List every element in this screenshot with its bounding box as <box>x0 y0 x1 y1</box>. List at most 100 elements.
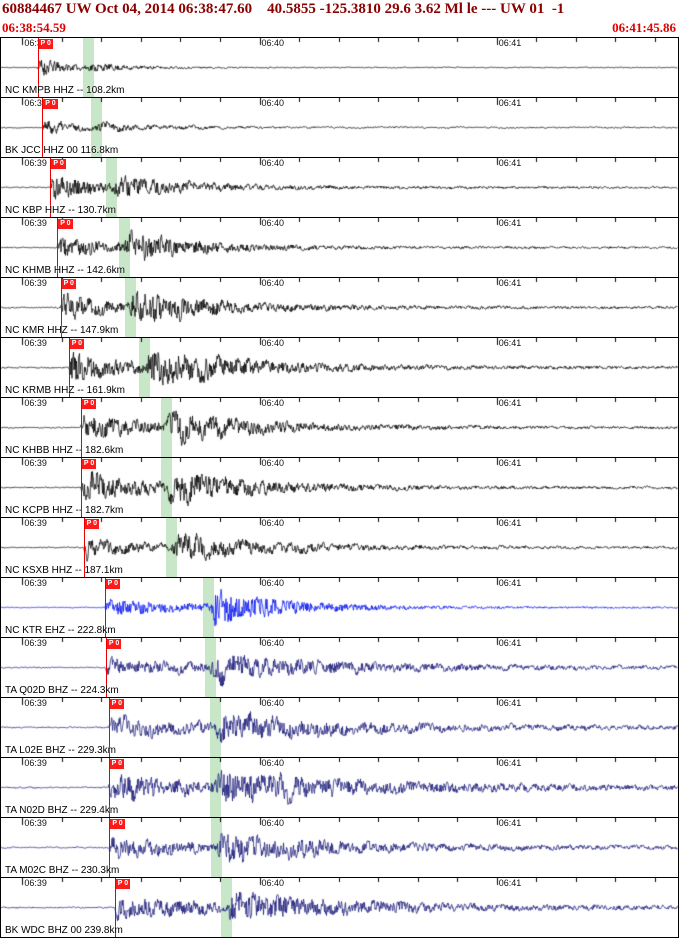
station-label: BK JCC HHZ 00 116.8km <box>5 145 119 156</box>
time-tick-label: 06:39 <box>24 698 47 708</box>
window-time-row: 06:38:54.59 06:41:45.86 <box>0 20 679 37</box>
time-tick-label: 06:39 <box>24 818 47 828</box>
time-tick-label: 06:39 <box>24 518 47 528</box>
p-pick-flag[interactable]: P 0 <box>69 339 85 349</box>
trace-panel: 06:39 06:40 06:41 P 0 NC KTR EHZ -- 222.8km <box>0 578 679 638</box>
trace-panel: 06:39 06:40 06:41 P 0 TA Q02D BHZ -- 224.3km <box>0 638 679 698</box>
p-pick-flag[interactable]: P 0 <box>58 219 73 229</box>
time-tick-label: 06:40 <box>261 758 285 768</box>
time-tick-label: 06:41 <box>498 758 522 768</box>
station-label: TA Q02D BHZ -- 224.3km <box>5 685 119 696</box>
p-pick-line[interactable] <box>105 638 107 697</box>
time-tick-label: 06:40 <box>261 578 285 588</box>
p-pick-flag[interactable]: P 0 <box>105 579 120 589</box>
p-pick-line[interactable] <box>57 218 59 277</box>
waveform-canvas[interactable] <box>1 278 678 337</box>
time-tick-label: 06:41 <box>498 578 522 588</box>
time-tick-label: 06:39 <box>24 638 47 648</box>
station-label: NC KBP HHZ -- 130.7km <box>5 205 116 216</box>
p-pick-line[interactable] <box>50 158 52 217</box>
waveform-canvas[interactable] <box>1 878 678 937</box>
p-pick-flag[interactable]: P 0 <box>110 819 125 829</box>
p-pick-flag[interactable]: P 0 <box>81 459 97 469</box>
station-label: NC KMPB HHZ -- 108.2km <box>5 85 125 96</box>
event-header: 60884467 UW Oct 04, 2014 06:38:47.60 40.… <box>0 0 679 37</box>
event-summary: 60884467 UW Oct 04, 2014 06:38:47.60 40.… <box>2 1 565 17</box>
p-pick-flag[interactable]: P 0 <box>106 639 122 649</box>
p-pick-line[interactable] <box>114 878 116 937</box>
waveform-canvas[interactable] <box>1 458 678 517</box>
p-pick-flag[interactable]: P 0 <box>115 879 131 889</box>
time-tick-label: 06:41 <box>498 818 522 828</box>
p-pick-line[interactable] <box>80 458 82 517</box>
trace-panels: 06:39 06:40 06:41 P 0 NC KMPB HHZ -- 108.2km… <box>0 37 679 938</box>
p-pick-flag[interactable]: P 0 <box>81 399 97 409</box>
trace-panel: 06:39 06:40 06:41 P 0 NC KHBB HHZ -- 182.6km <box>0 398 679 458</box>
p-pick-flag[interactable]: P 0 <box>51 159 66 169</box>
time-tick-label: 06:40 <box>261 338 285 348</box>
p-pick-flag[interactable]: P 0 <box>109 699 125 709</box>
p-pick-flag[interactable]: P 0 <box>43 99 58 109</box>
trace-panel: 06:39 06:40 06:41 P 0 NC KCPB HHZ -- 182.7km <box>0 458 679 518</box>
waveform-canvas[interactable] <box>1 98 678 157</box>
station-label: NC KCPB HHZ -- 182.7km <box>5 505 124 516</box>
p-pick-line[interactable] <box>68 338 70 397</box>
station-label: TA N02D BHZ -- 229.4km <box>5 805 119 816</box>
time-tick-label: 06:40 <box>261 878 285 888</box>
p-pick-line[interactable] <box>108 758 110 817</box>
p-pick-flag[interactable]: P 0 <box>109 759 125 769</box>
trace-panel: 06:39 06:40 06:41 P 0 TA L02E BHZ -- 229.3km <box>0 698 679 758</box>
time-tick-label: 06:39 <box>24 458 47 468</box>
trace-panel: 06:39 06:40 06:41 P 0 TA M02C BHZ -- 230.3km <box>0 818 679 878</box>
time-tick-label: 06:40 <box>261 98 285 108</box>
p-pick-line[interactable] <box>60 278 62 337</box>
waveform-canvas[interactable] <box>1 338 678 397</box>
time-tick-label: 06:40 <box>261 278 285 288</box>
time-tick-label: 06:39 <box>24 98 47 108</box>
station-label: TA M02C BHZ -- 230.3km <box>5 865 120 876</box>
time-tick-label: 06:41 <box>498 698 522 708</box>
waveform-canvas[interactable] <box>1 218 678 277</box>
p-pick-line[interactable] <box>108 698 110 757</box>
time-tick-label: 06:41 <box>498 38 522 48</box>
waveform-canvas[interactable] <box>1 38 678 97</box>
p-pick-flag[interactable]: P 0 <box>38 39 53 49</box>
waveform-canvas[interactable] <box>1 518 678 577</box>
station-label: NC KTR EHZ -- 222.8km <box>5 625 116 636</box>
time-tick-label: 06:39 <box>24 758 47 768</box>
station-label: NC KHBB HHZ -- 182.6km <box>5 445 124 456</box>
station-label: NC KHMB HHZ -- 142.6km <box>5 265 126 276</box>
time-tick-label: 06:41 <box>498 338 522 348</box>
window-end-time: 06:41:45.86 <box>612 20 676 35</box>
time-tick-label: 06:41 <box>498 518 522 528</box>
p-pick-flag[interactable]: P 0 <box>84 519 99 529</box>
time-tick-label: 06:39 <box>24 278 47 288</box>
p-pick-flag[interactable]: P 0 <box>61 279 76 289</box>
time-tick-label: 06:39 <box>24 878 47 888</box>
trace-panel: 06:39 06:40 06:41 P 0 NC KMR HHZ -- 147.9km <box>0 278 679 338</box>
time-tick-label: 06:40 <box>261 818 285 828</box>
p-pick-line[interactable] <box>80 398 82 457</box>
trace-panel: 06:39 06:40 06:41 P 0 NC KBP HHZ -- 130.7km <box>0 158 679 218</box>
p-pick-line[interactable] <box>83 518 85 577</box>
time-tick-label: 06:41 <box>498 158 522 168</box>
window-start-time: 06:38:54.59 <box>2 20 66 35</box>
time-tick-label: 06:40 <box>261 398 285 408</box>
waveform-canvas[interactable] <box>1 398 678 457</box>
waveform-canvas[interactable] <box>1 158 678 217</box>
station-label: TA L02E BHZ -- 229.3km <box>5 745 116 756</box>
time-tick-label: 06:40 <box>261 518 285 528</box>
time-tick-label: 06:41 <box>498 458 522 468</box>
p-pick-line[interactable] <box>104 578 106 637</box>
p-pick-line[interactable] <box>37 38 39 97</box>
trace-panel: 06:39 06:40 06:41 P 0 BK JCC HHZ 00 116.8km <box>0 98 679 158</box>
time-tick-label: 06:41 <box>498 278 522 288</box>
time-tick-label: 06:41 <box>498 878 522 888</box>
time-tick-label: 06:39 <box>24 578 47 588</box>
p-pick-line[interactable] <box>109 818 111 877</box>
p-pick-line[interactable] <box>42 98 44 157</box>
time-tick-label: 06:41 <box>498 638 522 648</box>
trace-panel: 06:39 06:40 06:41 P 0 NC KSXB HHZ -- 187.1km <box>0 518 679 578</box>
time-tick-label: 06:40 <box>261 158 285 168</box>
